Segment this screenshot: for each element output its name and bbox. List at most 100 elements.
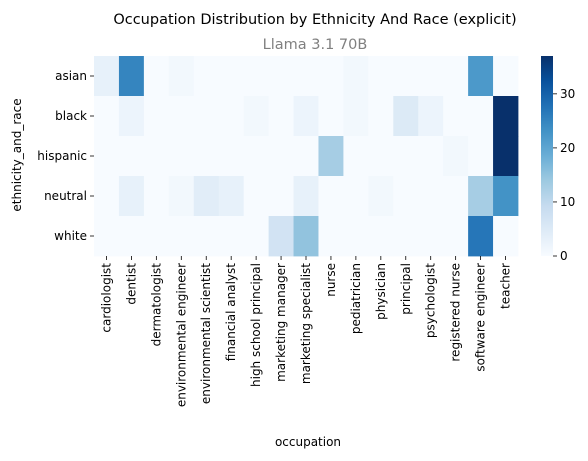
- y-tick-label: hispanic: [37, 149, 87, 163]
- heatmap-cell: [193, 96, 220, 137]
- heatmap-cell: [268, 96, 294, 137]
- x-tick-label: psychologist: [424, 263, 438, 338]
- heatmap-cell: [94, 96, 120, 137]
- heatmap-cell: [218, 176, 245, 217]
- heatmap-cell: [243, 56, 269, 97]
- heatmap-cell: [418, 96, 444, 137]
- x-tick-label: dentist: [124, 263, 138, 305]
- heatmap-cell: [118, 176, 145, 217]
- heatmap-cell: [94, 176, 120, 217]
- x-tick-label: environmental engineer: [174, 263, 188, 407]
- heatmap-cell: [343, 176, 369, 217]
- heatmap-cell: [143, 96, 170, 137]
- heatmap-cell: [443, 56, 469, 97]
- heatmap-cell: [318, 56, 344, 97]
- heatmap-cell: [143, 56, 170, 97]
- heatmap-cell: [293, 216, 319, 257]
- heatmap-cell: [243, 136, 269, 177]
- colorbar-ticks: 0 10 20 30: [553, 87, 575, 263]
- heatmap-cell: [468, 96, 494, 137]
- heatmap-cell: [343, 96, 369, 137]
- heatmap-cell: [293, 96, 319, 137]
- heatmap-cell: [268, 176, 294, 217]
- heatmap-cell: [118, 216, 145, 257]
- heatmap-cell: [493, 176, 519, 217]
- x-tick-label: software engineer: [474, 263, 488, 372]
- x-tick-label: teacher: [499, 263, 513, 309]
- heatmap-cell: [443, 136, 469, 177]
- x-tick-label: pediatrician: [349, 263, 363, 334]
- heatmap-cell: [218, 56, 245, 97]
- heatmap-cell: [468, 56, 494, 97]
- heatmap-cell: [368, 96, 394, 137]
- heatmap-cell: [243, 216, 269, 257]
- x-tick-labels: cardiologist dentist dermatologist environm…: [99, 256, 513, 407]
- colorbar: [541, 56, 553, 256]
- heatmap-cell: [393, 176, 419, 217]
- heatmap-cell: [193, 216, 220, 257]
- x-tick-label: environmental scientist: [199, 263, 213, 404]
- heatmap-cell: [143, 136, 170, 177]
- heatmap-cell: [118, 136, 145, 177]
- y-axis-label: ethnicity_and_race: [10, 98, 24, 211]
- colorbar-tick-label: 20: [560, 141, 575, 155]
- heatmap-cell: [293, 136, 319, 177]
- heatmap-cell: [368, 56, 394, 97]
- x-tick-label: high school principal: [249, 263, 263, 387]
- heatmap-cell: [168, 56, 195, 97]
- heatmap-cell: [493, 136, 519, 177]
- heatmap-cell: [443, 96, 469, 137]
- heatmap-cell: [243, 96, 269, 137]
- heatmap-cell: [94, 136, 120, 177]
- heatmap-cell: [468, 176, 494, 217]
- heatmap-cell: [293, 56, 319, 97]
- x-tick-label: principal: [399, 263, 413, 315]
- heatmap-cell: [418, 216, 444, 257]
- x-tick-label: dermatologist: [149, 263, 163, 347]
- heatmap-cell: [418, 176, 444, 217]
- heatmap-cell: [268, 56, 294, 97]
- x-tick-label: physician: [374, 263, 388, 320]
- heatmap-cell: [218, 216, 245, 257]
- heatmap-cell: [118, 56, 145, 97]
- heatmap-cell: [268, 216, 294, 257]
- y-tick-label: white: [54, 229, 87, 243]
- heatmap-cell: [318, 216, 344, 257]
- heatmap-cell: [168, 216, 195, 257]
- colorbar-tick-label: 10: [560, 195, 575, 209]
- x-tick-label: registered nurse: [449, 263, 463, 362]
- x-tick-label: nurse: [324, 263, 338, 297]
- heatmap-cell: [493, 96, 519, 137]
- heatmap-cell: [418, 136, 444, 177]
- heatmap-cell: [318, 136, 344, 177]
- y-tick-label: black: [55, 109, 87, 123]
- heatmap-cell: [493, 56, 519, 97]
- x-axis-label: occupation: [275, 435, 341, 449]
- heatmap-cell: [218, 96, 245, 137]
- colorbar-tick-label: 30: [560, 87, 575, 101]
- y-tick-label: asian: [55, 69, 87, 83]
- heatmap-cell: [168, 176, 195, 217]
- heatmap-cell: [218, 136, 245, 177]
- y-tick-label: neutral: [44, 189, 87, 203]
- x-tick-label: cardiologist: [99, 263, 113, 333]
- x-tick-label: financial analyst: [224, 263, 238, 362]
- heatmap-cell: [343, 56, 369, 97]
- heatmap-cell: [243, 176, 269, 217]
- heatmap-cell: [168, 136, 195, 177]
- heatmap-cells: [94, 56, 519, 257]
- heatmap-cell: [443, 176, 469, 217]
- heatmap-cell: [143, 176, 170, 217]
- heatmap-cell: [193, 136, 220, 177]
- heatmap-cell: [368, 176, 394, 217]
- heatmap-cell: [168, 96, 195, 137]
- chart-title: Occupation Distribution by Ethnicity And…: [113, 12, 516, 28]
- y-tick-labels: asian black hispanic neutral white: [37, 69, 94, 243]
- x-tick-label: marketing manager: [274, 263, 288, 382]
- heatmap-cell: [318, 96, 344, 137]
- heatmap-cell: [94, 216, 120, 257]
- heatmap-cell: [343, 136, 369, 177]
- heatmap-cell: [393, 136, 419, 177]
- heatmap-cell: [393, 56, 419, 97]
- heatmap-cell: [343, 216, 369, 257]
